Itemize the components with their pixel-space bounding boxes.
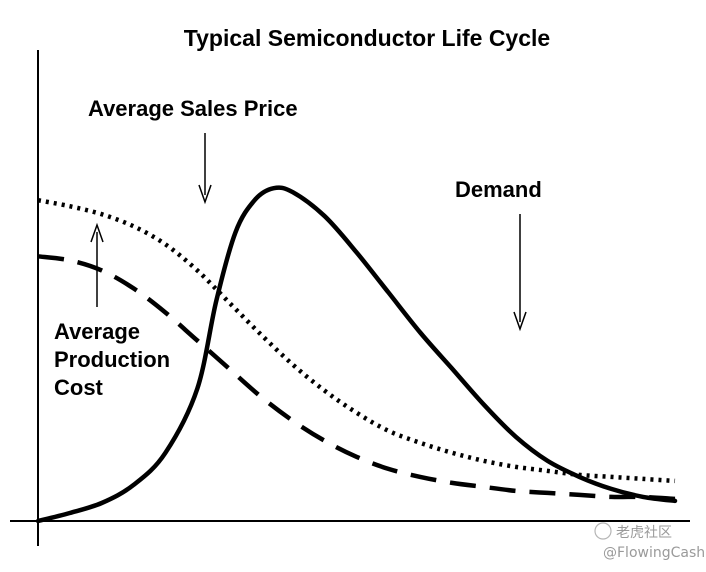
annotation-demand: Demand [455, 177, 542, 202]
annotation-average-production-cost-line1: Average [54, 319, 140, 344]
series-line-average-production-cost [37, 254, 676, 502]
tiger-logo-icon [594, 522, 612, 540]
annotation-average-production-cost-line3: Cost [54, 375, 104, 400]
watermark-handle: @FlowingCash [603, 545, 705, 561]
series-line-demand [35, 185, 678, 524]
watermark-brand: 老虎社区 [616, 525, 672, 541]
chart-title: Typical Semiconductor Life Cycle [184, 25, 550, 51]
annotation-average-sales-price: Average Sales Price [88, 96, 298, 121]
annotation-average-production-cost-line2: Production [54, 347, 170, 372]
arrow-average-sales-price [198, 133, 212, 205]
arrow-average-production-cost [90, 222, 104, 307]
arrow-demand [513, 214, 527, 332]
watermark: 老虎社区 @FlowingCash [594, 522, 705, 561]
series-layer [35, 185, 678, 524]
